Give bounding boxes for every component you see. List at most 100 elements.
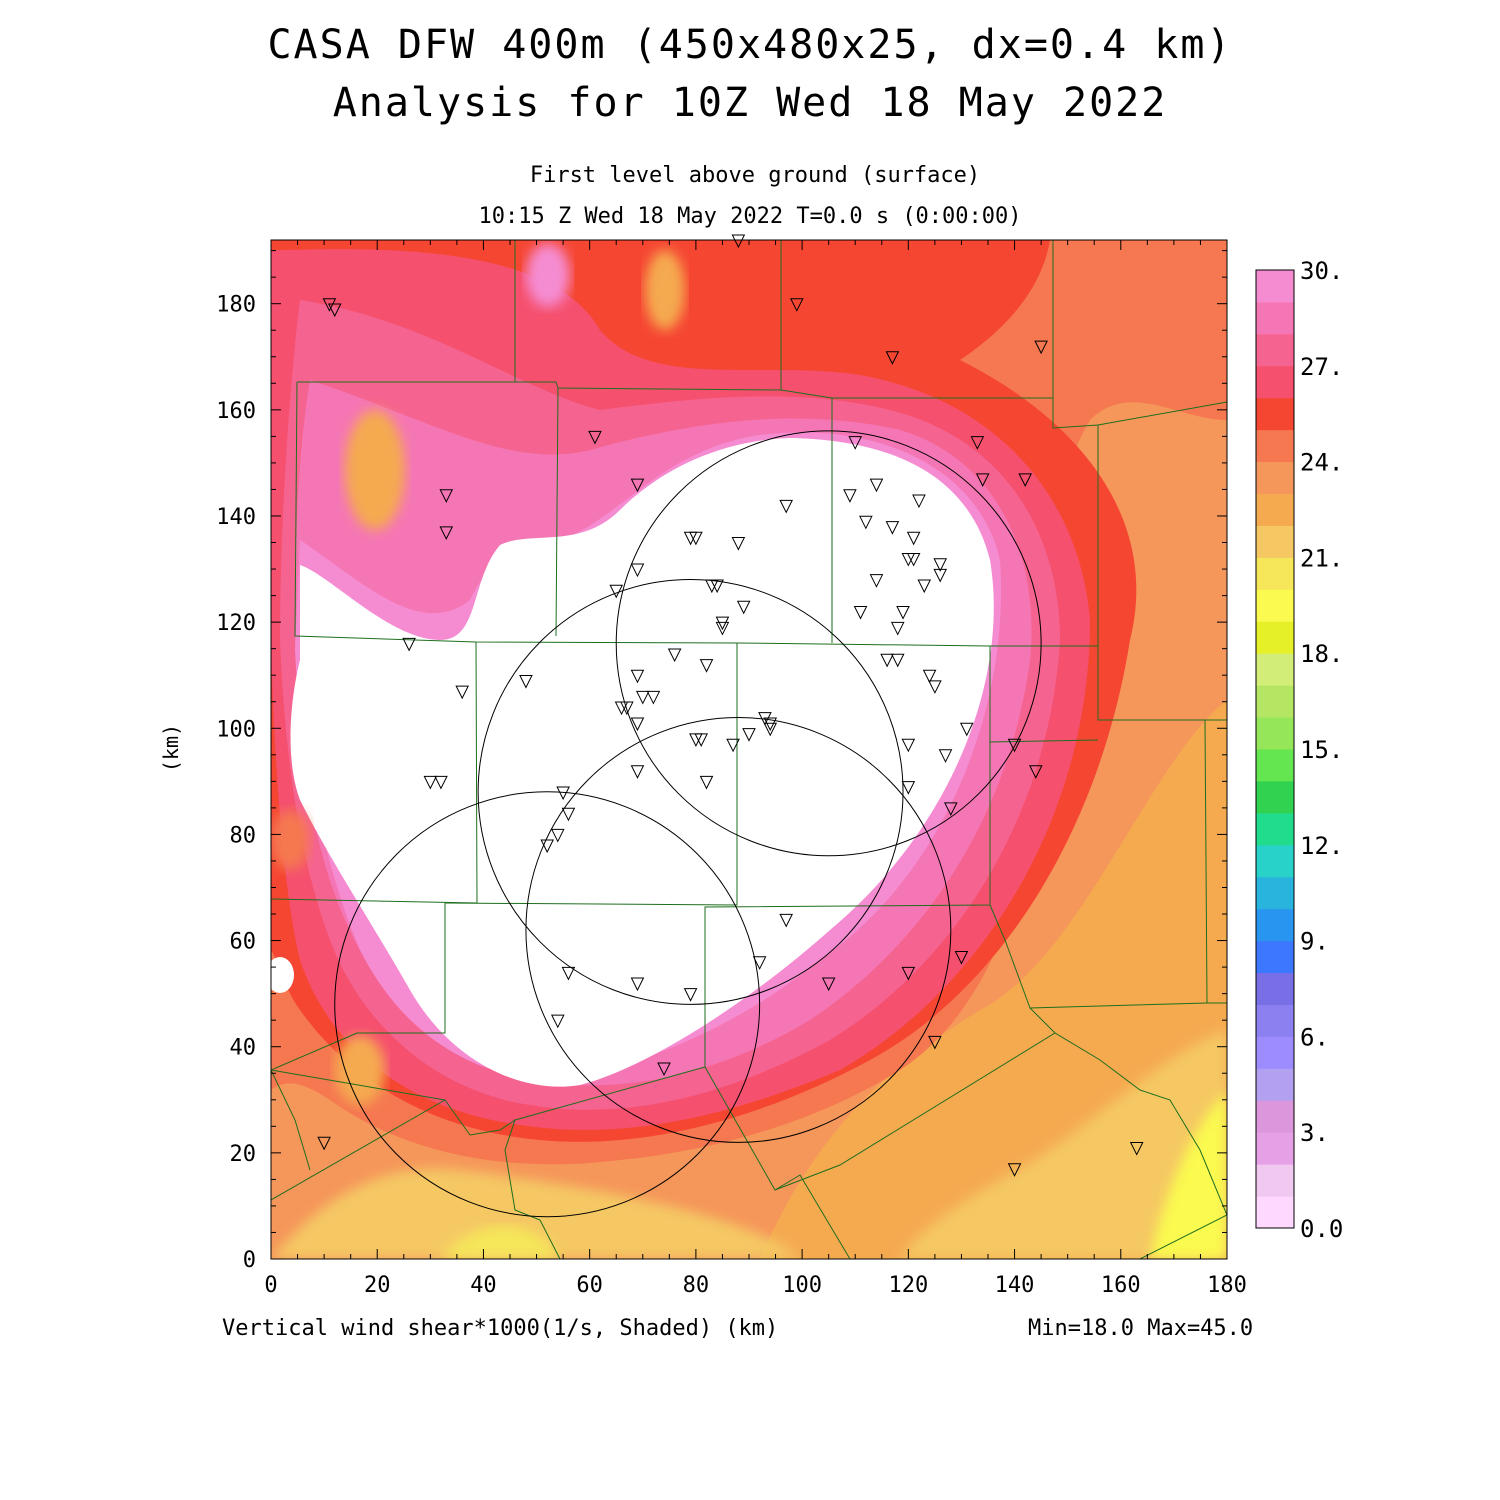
station-marker (736, 600, 751, 615)
station-marker (561, 807, 576, 822)
station-marker (683, 988, 698, 1002)
y-tick-label: 80 (230, 823, 257, 848)
station-marker (901, 781, 916, 795)
x-tick-label: 100 (782, 1273, 822, 1298)
x-tick-label: 140 (995, 1273, 1035, 1298)
colorbar-swatch (1256, 1068, 1294, 1101)
min-max-label: Min=18.0 Max=45.0 (1028, 1316, 1254, 1341)
station-marker (689, 531, 703, 546)
colorbar-swatch (1256, 1196, 1294, 1229)
station-marker (1018, 473, 1032, 487)
colorbar-label: 12. (1300, 832, 1343, 860)
station-marker (322, 298, 337, 312)
station-marker (890, 621, 905, 636)
radar-coverage-rings (334, 430, 1042, 1218)
station-marker (975, 473, 990, 487)
station-marker (699, 775, 714, 790)
colorbar-swatch (1256, 1164, 1294, 1197)
colorbar-label: 3. (1300, 1119, 1329, 1147)
colorbar-label: 21. (1300, 544, 1343, 572)
colorbar-label: 6. (1300, 1023, 1329, 1051)
station-marker (550, 828, 565, 843)
station-marker (758, 712, 772, 726)
colorbar-swatch (1256, 685, 1294, 718)
x-tick-label: 180 (1207, 1273, 1247, 1298)
station-marker (1034, 340, 1048, 355)
colorbar-swatch (1256, 397, 1294, 431)
radar-ring (525, 717, 952, 1143)
station-marker (901, 738, 916, 753)
colorbar-swatch (1256, 1036, 1294, 1069)
colorbar-swatch (1256, 557, 1294, 590)
station-marker (609, 584, 624, 599)
colorbar-swatch (1256, 365, 1294, 399)
station-marker (699, 659, 714, 673)
colorbar-swatch (1256, 940, 1294, 974)
colorbar-label: 9. (1300, 928, 1329, 956)
y-tick-label: 180 (216, 293, 256, 318)
station-marker (906, 552, 921, 567)
colorbar-swatch (1256, 461, 1294, 495)
station-marker (439, 526, 454, 541)
county-boundaries (271, 240, 1227, 1259)
radar-ring (334, 791, 761, 1218)
y-tick-label: 120 (216, 611, 256, 636)
station-marker (1129, 1142, 1144, 1156)
colorbar-swatch (1256, 333, 1294, 367)
colorbar-label: 30. (1300, 257, 1343, 285)
y-tick-label: 160 (216, 399, 256, 424)
station-marker (906, 531, 921, 546)
colorbar-swatch (1256, 780, 1294, 814)
station-marker (1007, 738, 1022, 753)
station-marker (657, 1062, 671, 1077)
colorbar-swatch (1256, 876, 1294, 910)
station-marker (455, 685, 470, 700)
station-marker (843, 489, 857, 503)
colorbar-label: 27. (1300, 353, 1343, 381)
station-marker (620, 701, 634, 716)
chart-subtitle: Analysis for 10Z Wed 18 May 2022 (332, 80, 1168, 126)
colorbar (1255, 269, 1295, 1229)
colorbar-swatch (1256, 525, 1294, 558)
station-marker (423, 775, 438, 790)
radar-ring (615, 430, 1042, 857)
station-marker (938, 749, 953, 763)
colorbar-labels: 0.0 3. 6. 9. 12. 15. 18. 21. 24. 27. 30. (1300, 257, 1343, 1243)
colorbar-swatch (1256, 270, 1294, 303)
station-marker (726, 738, 740, 753)
x-tick-label: 0 (264, 1273, 277, 1298)
colorbar-swatch (1256, 908, 1294, 942)
station-marker (869, 574, 884, 588)
station-marker (630, 563, 645, 578)
station-marker (763, 717, 778, 732)
y-axis-label: (km) (159, 724, 183, 772)
colorbar-swatch (1256, 301, 1294, 335)
station-marker (853, 606, 868, 620)
station-marker (933, 568, 948, 583)
station-marker (954, 950, 969, 965)
station-marker (630, 717, 645, 732)
station-marker (327, 303, 342, 318)
colorbar-swatch (1256, 1100, 1294, 1133)
station-marker (1028, 765, 1043, 779)
station-marker (885, 521, 900, 535)
level-label: First level above ground (surface) (529, 163, 981, 188)
station-marker (890, 653, 905, 668)
y-tick-label: 140 (216, 505, 256, 530)
station-marker (694, 733, 709, 748)
colorbar-swatch (1256, 717, 1294, 750)
colorbar-swatch (1256, 812, 1294, 846)
station-marker (317, 1136, 331, 1151)
station-marker (763, 722, 778, 737)
y-tick-label: 0 (243, 1248, 256, 1273)
station-marker (869, 478, 884, 493)
y-tick-label: 100 (216, 717, 256, 742)
shear-field (271, 240, 1227, 1259)
station-marker (944, 802, 958, 816)
station-marker (731, 537, 746, 551)
colorbar-swatch (1256, 589, 1294, 622)
colorbar-swatch (1256, 972, 1294, 1005)
station-marker (556, 786, 570, 801)
station-marker (630, 977, 645, 992)
y-tick-label: 20 (230, 1142, 257, 1167)
